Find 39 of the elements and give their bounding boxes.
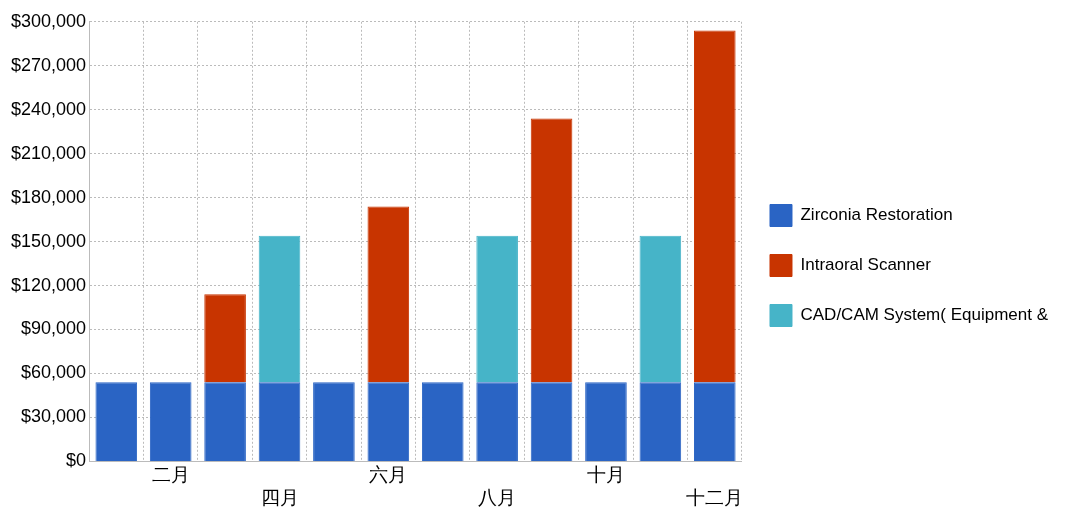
bar bbox=[476, 235, 518, 383]
x-tick-label: 十月 bbox=[586, 464, 625, 486]
y-tick-label: $120,000 bbox=[11, 274, 87, 295]
y-tick-label: $300,000 bbox=[11, 10, 87, 31]
x-tick-label: 六月 bbox=[369, 464, 408, 486]
bar bbox=[367, 206, 410, 383]
x-tick-label: 四月 bbox=[260, 486, 299, 508]
legend-label: CAD/CAM System( Equipment & bbox=[800, 305, 1049, 325]
legend-label: Intraoral Scanner bbox=[800, 255, 932, 275]
y-tick-label: $150,000 bbox=[11, 230, 87, 251]
bar bbox=[421, 382, 464, 461]
bar bbox=[258, 235, 301, 383]
bar bbox=[204, 382, 246, 461]
bar bbox=[476, 382, 518, 461]
y-tick-label: $270,000 bbox=[11, 54, 87, 75]
y-tick-label: $180,000 bbox=[11, 186, 87, 207]
bar bbox=[95, 382, 138, 461]
bar bbox=[530, 382, 573, 461]
bar bbox=[258, 382, 301, 461]
bar bbox=[693, 382, 736, 461]
x-tick-label: 八月 bbox=[478, 486, 517, 508]
y-tick-label: $90,000 bbox=[21, 318, 87, 339]
bar bbox=[530, 118, 573, 383]
y-tick-label: $60,000 bbox=[21, 362, 87, 383]
bar bbox=[149, 382, 192, 461]
bar bbox=[313, 382, 355, 461]
x-tick-label: 二月 bbox=[151, 464, 190, 486]
bar bbox=[693, 30, 736, 383]
y-tick-label: $0 bbox=[66, 450, 87, 471]
legend-label: Zirconia Restoration bbox=[800, 205, 953, 225]
y-tick-label: $30,000 bbox=[21, 406, 87, 427]
bar bbox=[639, 382, 682, 461]
bar bbox=[204, 294, 246, 383]
x-tick-label: 十二月 bbox=[686, 486, 744, 508]
bar bbox=[367, 382, 410, 461]
bar bbox=[585, 382, 627, 461]
bar bbox=[639, 235, 682, 383]
y-tick-label: $240,000 bbox=[11, 98, 87, 119]
y-tick-label: $210,000 bbox=[11, 142, 87, 163]
